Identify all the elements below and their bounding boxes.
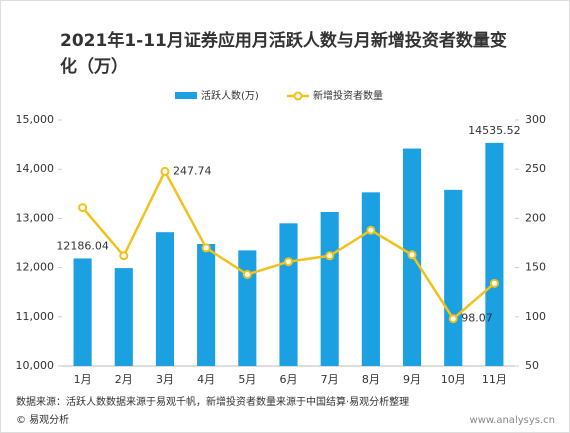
bar-value-label: 14535.52 [468, 124, 521, 137]
bar [444, 189, 463, 366]
line-marker [119, 251, 129, 261]
bar [114, 268, 133, 366]
bar [155, 232, 175, 366]
y2-tick-label: 50 [525, 359, 539, 372]
line-marker [242, 269, 252, 279]
y2-tick-label: 100 [525, 310, 546, 323]
x-tick-label: 1月 [74, 373, 92, 386]
x-tick-label: 10月 [441, 373, 466, 386]
line-marker [489, 278, 499, 288]
line-marker [366, 225, 376, 235]
bar [279, 223, 298, 366]
legend-label: 新增投资者数量 [313, 89, 383, 102]
x-tick-label: 5月 [238, 373, 256, 386]
y2-tick-label: 250 [525, 162, 546, 175]
y2-tick-label: 150 [525, 261, 546, 274]
line-marker [407, 250, 417, 260]
y-tick-label: 14,000 [16, 162, 55, 175]
line-value-label: 247.74 [173, 164, 212, 177]
title-box: 2021年1-11月证券应用月活跃人数与月新增投资者数量变化（万） [60, 31, 507, 77]
bar [197, 243, 216, 366]
line-marker [160, 166, 170, 176]
x-tick-label: 6月 [280, 373, 298, 386]
x-tick-label: 3月 [156, 373, 174, 386]
x-tick-label: 7月 [321, 373, 339, 386]
line-value-label: 98.07 [461, 312, 493, 325]
line-marker [284, 257, 293, 267]
y-tick-label: 10,000 [16, 359, 55, 372]
legend-swatch [293, 91, 303, 101]
bar [238, 250, 257, 366]
footer-left: © 易观分析 [16, 413, 69, 426]
x-tick-label: 4月 [197, 373, 215, 386]
line-marker [448, 314, 458, 324]
bar [485, 142, 504, 366]
y2-tick-label: 300 [525, 113, 546, 126]
source-note: 数据来源：活跃人数数据来源于易观千帆，新增投资者数量来源于中国结算·易观分析整理 [16, 395, 409, 408]
x-tick-label: 11月 [482, 373, 507, 386]
y-tick-label: 13,000 [16, 211, 55, 224]
x-tick-label: 8月 [362, 373, 380, 386]
footer-right: www.analysys.cn [470, 415, 555, 426]
chart-title: 2021年1-11月证券应用月活跃人数与月新增投资者数量变化（万） [60, 31, 507, 77]
bar [361, 192, 380, 366]
line-marker [325, 251, 335, 261]
x-tick-label: 9月 [403, 373, 421, 386]
line-marker [78, 203, 88, 213]
y2-tick-label: 200 [525, 211, 546, 224]
bar [73, 258, 92, 366]
x-tick-label: 2月 [115, 373, 133, 386]
legend-label: 活跃人数(万) [201, 89, 259, 102]
y-tick-label: 11,000 [16, 310, 55, 323]
bar-value-label: 12186.04 [56, 239, 109, 252]
y-tick-label: 12,000 [16, 261, 55, 274]
line-marker [201, 243, 211, 253]
bar [320, 212, 339, 366]
y-tick-label: 15,000 [16, 113, 55, 126]
legend-swatch [175, 92, 197, 99]
